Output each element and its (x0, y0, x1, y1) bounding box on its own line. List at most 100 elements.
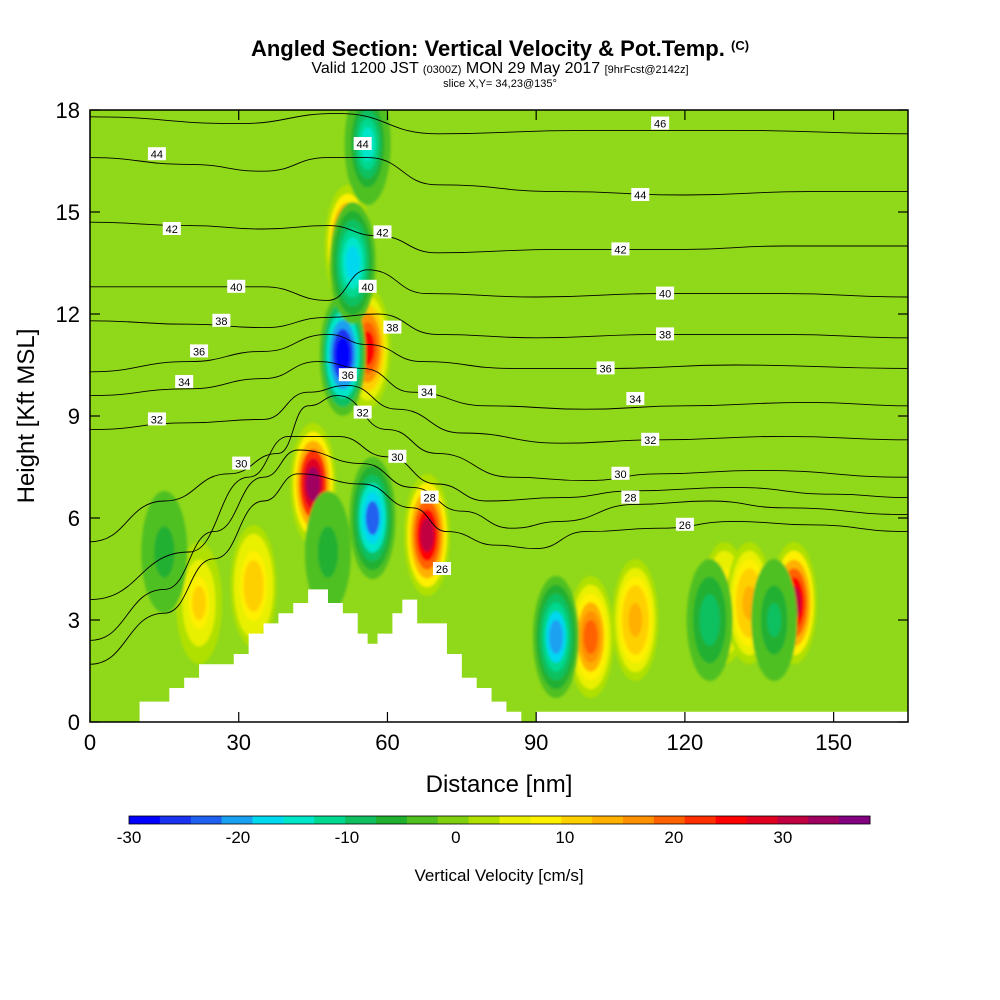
colorbar-swatch (777, 816, 809, 824)
isentrope-label: 44 (147, 147, 166, 161)
velocity-band (192, 586, 207, 620)
isentrope-line (90, 157, 908, 196)
colorbar-swatch (499, 816, 531, 824)
isentrope-label: 36 (190, 344, 209, 358)
isentrope-label-bg (388, 449, 407, 463)
colorbar-swatch (159, 816, 192, 824)
isentrope-label-bg (418, 385, 437, 399)
isentrope-line (90, 361, 908, 410)
velocity-feature-downdraft (304, 491, 351, 613)
isentrope-label-bg (675, 517, 694, 531)
isentrope-label: 26 (432, 562, 451, 576)
isentrope-label-text: 30 (614, 469, 626, 481)
isentrope-label-bg (432, 562, 451, 575)
isentrope-label-text: 30 (235, 459, 247, 471)
velocity-features (141, 110, 817, 698)
isentrope-label-text: 34 (421, 387, 433, 399)
isentrope-label-text: 34 (629, 394, 641, 406)
colorbar-tick-label: -20 (226, 828, 251, 847)
isentrope-label: 30 (232, 456, 251, 471)
isentrope-line (90, 221, 908, 254)
velocity-band (420, 518, 435, 552)
velocity-band (767, 603, 782, 637)
isentrope-label-text: 44 (151, 149, 163, 161)
y-tick-label: 12 (56, 302, 80, 327)
colorbar-frame (128, 815, 871, 825)
isentrope-label-bg (656, 327, 675, 341)
y-tick-label: 9 (68, 404, 80, 429)
colorbar-tick-label: -10 (335, 828, 360, 847)
isentrope-label-text: 38 (215, 316, 227, 328)
isentrope-label-text: 30 (391, 452, 403, 464)
chart-subtitle: Valid 1200 JST (0300Z) MON 29 May 2017 [… (0, 60, 1000, 78)
subtitle-utc: (0300Z) (422, 64, 462, 76)
isentrope-label-text: 44 (357, 139, 369, 151)
isentrope-label-text: 32 (151, 414, 163, 426)
isentrope-label: 40 (227, 279, 246, 294)
colorbar-tick-label: 20 (664, 828, 683, 847)
colorbar-swatch (592, 816, 624, 824)
isentrope-line (90, 473, 908, 665)
isentrope-label-text: 32 (644, 435, 656, 447)
isentrope-label-bg (147, 147, 166, 161)
isentrope-label-text: 42 (614, 244, 626, 256)
colorbar-swatch (808, 816, 840, 824)
isentrope-label: 38 (212, 313, 231, 328)
colorbar-tick-label: 0 (451, 828, 460, 847)
colorbar-swatch (715, 816, 747, 824)
velocity-band (320, 535, 335, 569)
colorbar-swatch (561, 816, 593, 824)
isentrope-label-text: 38 (659, 329, 671, 341)
isentrope-label-bg (383, 320, 402, 334)
isentrope-label: 38 (383, 320, 402, 335)
isentrope-label-text: 40 (230, 282, 242, 294)
subtitle-fcst: [9hrFcst@2142z] (604, 64, 689, 76)
isentrope-label-text: 40 (361, 282, 373, 294)
isentrope-label-text: 36 (193, 346, 205, 358)
isentrope-label-bg (641, 432, 660, 446)
isentrope-label-bg (621, 490, 640, 504)
isentrope-label-text: 36 (342, 370, 354, 382)
y-tick-label: 18 (56, 98, 80, 123)
isentrope-label-bg (358, 279, 377, 293)
colorbar-swatch (437, 816, 470, 824)
colorbar-swatch (839, 816, 871, 824)
isentrope-label-bg (212, 313, 231, 327)
colorbar: -30 -20 -10 0 10 20 30 (117, 815, 871, 847)
isentrope-label-text: 32 (357, 408, 369, 420)
isentrope-label-bg (353, 137, 372, 150)
isentrope-line (90, 384, 908, 444)
isentrope-label: 32 (353, 405, 372, 420)
colorbar-swatch (623, 816, 655, 824)
isentrope-label-text: 38 (386, 323, 398, 335)
plot-area: 44 42 40 38 36 34 32 30 44 42 40 38 36 34 32 30 28 26 46 44… (90, 110, 908, 722)
colorbar-swatch (345, 816, 377, 824)
colorbar-swatch (406, 816, 439, 824)
x-tick-label: 90 (524, 730, 548, 755)
contour-labels: 44 42 40 38 36 34 32 30 44 42 40 38 36 34 32 30 28 26 46 44… (147, 116, 694, 576)
velocity-band (365, 501, 380, 535)
y-tick-label: 3 (68, 608, 80, 633)
velocity-band (335, 337, 350, 372)
isentrope-line (90, 395, 908, 543)
velocity-feature-downdraft (751, 559, 798, 681)
velocity-band (157, 535, 172, 569)
isentrope-label-bg (353, 405, 372, 419)
isentrope-line (90, 112, 908, 135)
isentrope-label-bg (631, 188, 650, 201)
isentrope-label: 32 (641, 432, 660, 447)
isentrope-label: 44 (631, 188, 650, 202)
isentrope-label: 44 (353, 137, 372, 151)
isentrope-label-bg (147, 412, 166, 426)
isentrope-label: 28 (420, 490, 439, 505)
isentrope-label-bg (651, 116, 670, 130)
y-tick-label: 6 (68, 506, 80, 531)
isentrope-label-text: 44 (634, 190, 646, 202)
x-axis-title: Distance [nm] (426, 771, 573, 798)
colorbar-swatch (129, 816, 161, 824)
isentrope-label: 42 (611, 242, 630, 256)
y-axis-title: Height [Kft MSL] (13, 329, 40, 504)
isentrope-label-text: 28 (624, 493, 636, 505)
